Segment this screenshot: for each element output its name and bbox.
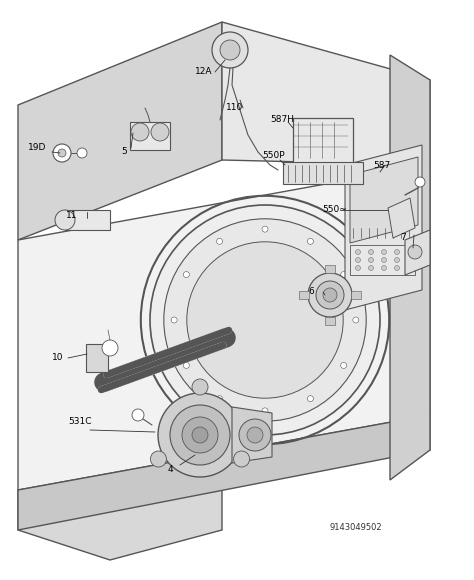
Circle shape bbox=[382, 258, 386, 263]
Circle shape bbox=[164, 219, 366, 421]
Circle shape bbox=[415, 177, 425, 187]
Bar bbox=[65, 210, 110, 230]
Bar bbox=[130, 122, 170, 150]
Circle shape bbox=[220, 40, 240, 60]
Circle shape bbox=[55, 210, 75, 230]
Polygon shape bbox=[350, 157, 418, 243]
Bar bbox=[293, 118, 353, 163]
Circle shape bbox=[182, 417, 218, 453]
Circle shape bbox=[150, 451, 166, 467]
Polygon shape bbox=[390, 55, 430, 480]
Circle shape bbox=[353, 317, 359, 323]
Circle shape bbox=[368, 266, 374, 270]
Polygon shape bbox=[222, 22, 430, 165]
Text: 531C: 531C bbox=[68, 418, 91, 426]
Circle shape bbox=[382, 249, 386, 255]
Circle shape bbox=[308, 396, 313, 402]
Circle shape bbox=[394, 266, 400, 270]
Circle shape bbox=[170, 405, 230, 465]
Circle shape bbox=[239, 419, 271, 451]
Bar bbox=[86, 344, 108, 372]
Circle shape bbox=[368, 258, 374, 263]
Text: 5: 5 bbox=[121, 147, 127, 157]
Text: 19D: 19D bbox=[28, 143, 46, 153]
Circle shape bbox=[192, 379, 208, 395]
Circle shape bbox=[262, 408, 268, 414]
Circle shape bbox=[356, 258, 361, 263]
Polygon shape bbox=[405, 230, 430, 275]
Circle shape bbox=[394, 258, 400, 263]
Circle shape bbox=[316, 281, 344, 309]
Polygon shape bbox=[18, 490, 222, 560]
Circle shape bbox=[131, 123, 149, 141]
Circle shape bbox=[262, 226, 268, 232]
Text: 7: 7 bbox=[400, 234, 406, 242]
Circle shape bbox=[150, 205, 380, 435]
Circle shape bbox=[408, 245, 422, 259]
Circle shape bbox=[217, 396, 223, 402]
Text: 4: 4 bbox=[168, 466, 173, 474]
Polygon shape bbox=[345, 145, 422, 310]
Bar bbox=[299, 291, 309, 299]
Bar bbox=[351, 291, 361, 299]
Polygon shape bbox=[18, 165, 430, 490]
Circle shape bbox=[58, 149, 66, 157]
Circle shape bbox=[187, 242, 343, 398]
Text: 550~: 550~ bbox=[322, 205, 347, 215]
Circle shape bbox=[382, 266, 386, 270]
Bar bbox=[350, 245, 415, 275]
Bar bbox=[283, 162, 363, 184]
Text: 11: 11 bbox=[66, 211, 78, 219]
Polygon shape bbox=[388, 198, 415, 238]
Circle shape bbox=[212, 32, 248, 68]
Polygon shape bbox=[18, 415, 430, 530]
Text: 10: 10 bbox=[52, 353, 64, 362]
Circle shape bbox=[341, 362, 346, 368]
Circle shape bbox=[308, 273, 352, 317]
Circle shape bbox=[77, 148, 87, 158]
Circle shape bbox=[356, 266, 361, 270]
Circle shape bbox=[171, 317, 177, 323]
Text: 6: 6 bbox=[308, 288, 314, 296]
Polygon shape bbox=[232, 407, 272, 463]
Circle shape bbox=[102, 340, 118, 356]
Bar bbox=[325, 265, 335, 273]
Circle shape bbox=[151, 123, 169, 141]
Circle shape bbox=[183, 362, 189, 368]
Circle shape bbox=[247, 427, 263, 443]
Circle shape bbox=[356, 249, 361, 255]
Circle shape bbox=[368, 249, 374, 255]
Circle shape bbox=[394, 249, 400, 255]
Circle shape bbox=[183, 271, 189, 278]
Polygon shape bbox=[18, 22, 222, 240]
Circle shape bbox=[217, 238, 223, 244]
Circle shape bbox=[158, 393, 242, 477]
Bar bbox=[325, 317, 335, 325]
Circle shape bbox=[323, 288, 337, 302]
Text: 587: 587 bbox=[373, 161, 390, 169]
Circle shape bbox=[234, 451, 250, 467]
Text: 9143049502: 9143049502 bbox=[330, 523, 383, 532]
Circle shape bbox=[192, 427, 208, 443]
Text: 587H: 587H bbox=[270, 115, 294, 125]
Circle shape bbox=[341, 271, 346, 278]
Text: 110: 110 bbox=[226, 103, 243, 113]
Text: 12A: 12A bbox=[195, 67, 212, 77]
Circle shape bbox=[132, 409, 144, 421]
Circle shape bbox=[308, 238, 313, 244]
Text: 550P: 550P bbox=[262, 150, 284, 160]
Circle shape bbox=[53, 144, 71, 162]
